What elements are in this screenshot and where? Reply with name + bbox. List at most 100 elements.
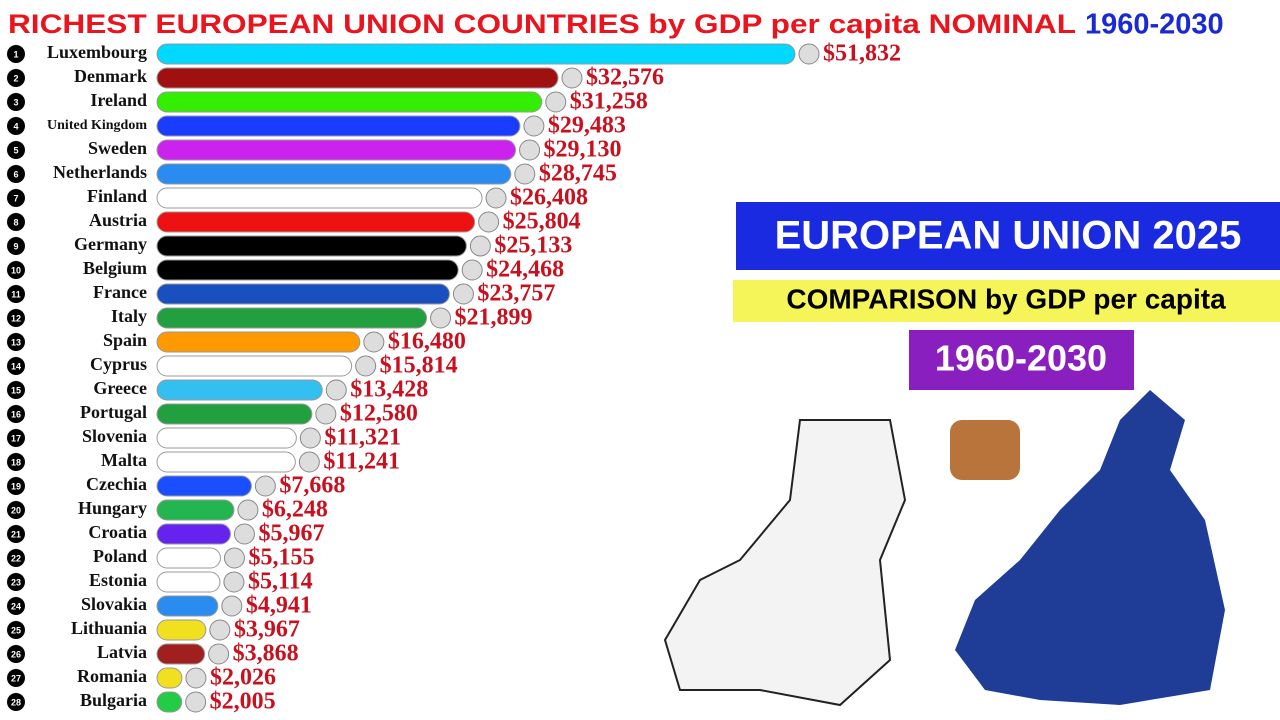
rank-badge bbox=[7, 621, 25, 639]
rank: 13 bbox=[11, 337, 21, 347]
rank: 26 bbox=[11, 649, 21, 659]
flag bbox=[523, 115, 545, 137]
value-label: $23,757 bbox=[477, 281, 555, 307]
bar bbox=[156, 355, 353, 377]
value-label: $11,241 bbox=[323, 449, 400, 475]
bar bbox=[156, 283, 450, 305]
rank-badge bbox=[7, 453, 25, 471]
bar bbox=[156, 619, 207, 641]
category-label: Bulgaria bbox=[80, 690, 147, 710]
value-label: $5,114 bbox=[248, 569, 313, 595]
category-label: Portugal bbox=[80, 402, 147, 422]
rank: 5 bbox=[13, 145, 18, 155]
category-label: Netherlands bbox=[53, 162, 147, 182]
bar bbox=[156, 451, 296, 473]
rank-badge bbox=[7, 405, 25, 423]
category-label: Sweden bbox=[88, 138, 147, 158]
rank: 7 bbox=[13, 193, 18, 203]
panel-heading: EUROPEAN UNION 2025 bbox=[775, 214, 1242, 258]
value-label: $25,804 bbox=[503, 209, 581, 235]
bar bbox=[156, 307, 428, 329]
rank: 2 bbox=[13, 73, 18, 83]
bar bbox=[156, 67, 559, 89]
bar bbox=[156, 331, 361, 353]
flag bbox=[208, 643, 230, 665]
category-label: Poland bbox=[93, 546, 147, 566]
rank: 24 bbox=[11, 601, 21, 611]
value-label: $7,668 bbox=[279, 473, 345, 499]
flag bbox=[452, 283, 474, 305]
rank-badge bbox=[7, 333, 25, 351]
category-label: Italy bbox=[111, 306, 147, 326]
value-label: $12,580 bbox=[340, 401, 418, 427]
rank-badge bbox=[7, 45, 25, 63]
flag bbox=[514, 163, 536, 185]
rank-badge bbox=[7, 693, 25, 711]
value-label: $31,258 bbox=[570, 89, 648, 115]
bar bbox=[156, 499, 235, 521]
category-label: United Kingdom bbox=[47, 118, 147, 133]
category-label: Croatia bbox=[88, 522, 147, 542]
rank-badge bbox=[7, 645, 25, 663]
rank-badge bbox=[7, 237, 25, 255]
flag bbox=[223, 547, 245, 569]
rank-badge bbox=[7, 597, 25, 615]
bar bbox=[156, 91, 543, 113]
value-label: $32,576 bbox=[586, 65, 664, 91]
bar bbox=[156, 643, 206, 665]
value-label: $6,248 bbox=[262, 497, 328, 523]
rank-badge bbox=[7, 117, 25, 135]
category-label: Romania bbox=[77, 666, 147, 686]
bar bbox=[156, 211, 476, 233]
category-label: Malta bbox=[101, 450, 147, 470]
bar bbox=[156, 667, 183, 689]
category-label: Germany bbox=[74, 234, 147, 254]
flag bbox=[223, 571, 245, 593]
flag bbox=[237, 499, 259, 521]
rank: 16 bbox=[11, 409, 21, 419]
rank-badge bbox=[7, 381, 25, 399]
rank: 18 bbox=[11, 457, 21, 467]
flag bbox=[430, 307, 452, 329]
flag bbox=[461, 259, 483, 281]
panel-subheading-bg bbox=[733, 280, 1280, 322]
rank: 8 bbox=[13, 217, 18, 227]
category-label: Hungary bbox=[78, 498, 147, 518]
bar bbox=[156, 115, 521, 137]
flag bbox=[185, 667, 207, 689]
rank-badge bbox=[7, 669, 25, 687]
panel-heading-bg bbox=[736, 202, 1280, 270]
flag bbox=[363, 331, 385, 353]
bar bbox=[156, 547, 221, 569]
category-label: Ireland bbox=[90, 90, 147, 110]
flag bbox=[185, 691, 207, 713]
value-label: $15,814 bbox=[380, 353, 458, 379]
rank: 28 bbox=[11, 697, 21, 707]
value-label: $29,130 bbox=[544, 137, 622, 163]
flag bbox=[519, 139, 541, 161]
value-label: $3,868 bbox=[233, 641, 299, 667]
rank-badge bbox=[7, 213, 25, 231]
category-label: Greece bbox=[93, 378, 147, 398]
chart-subtitle: 1960-2030 bbox=[1085, 9, 1224, 41]
bar bbox=[156, 571, 221, 593]
bar bbox=[156, 427, 297, 449]
rank-badge bbox=[7, 477, 25, 495]
rank-badge bbox=[7, 429, 25, 447]
rank-badge bbox=[7, 525, 25, 543]
rank-badge bbox=[7, 189, 25, 207]
flag bbox=[325, 379, 347, 401]
category-label: Spain bbox=[103, 330, 147, 350]
flag bbox=[315, 403, 337, 425]
flag bbox=[545, 91, 567, 113]
value-label: $2,026 bbox=[210, 665, 276, 691]
value-label: $5,155 bbox=[248, 545, 314, 571]
rank: 22 bbox=[11, 553, 21, 563]
flag bbox=[355, 355, 377, 377]
flag bbox=[485, 187, 507, 209]
bar bbox=[156, 163, 512, 185]
bar bbox=[156, 403, 313, 425]
category-label: Slovenia bbox=[82, 426, 147, 446]
category-label: Slovakia bbox=[81, 594, 147, 614]
value-label: $2,005 bbox=[210, 689, 276, 715]
